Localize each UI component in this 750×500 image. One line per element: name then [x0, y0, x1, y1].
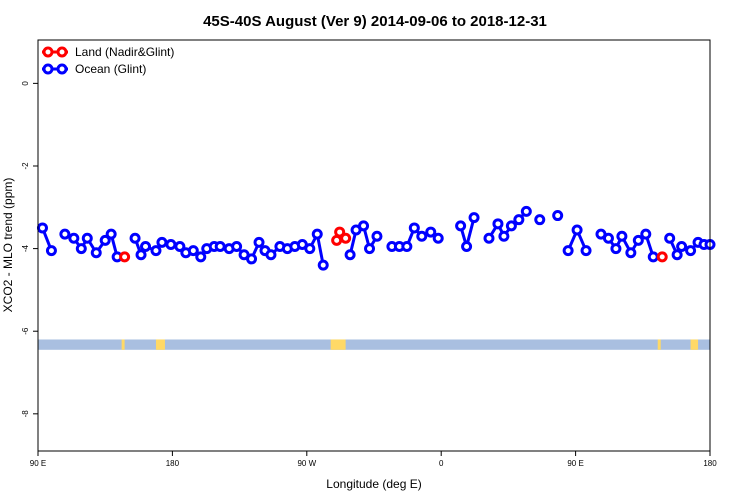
- ocean-data-point: [580, 245, 592, 257]
- x-tick-label: 90 E: [30, 459, 46, 468]
- ocean-data-point: [685, 245, 697, 257]
- ocean-data-point: [195, 251, 207, 263]
- y-tick-label: -6: [21, 327, 30, 335]
- ocean-data-point: [468, 212, 480, 224]
- land-surface-band-segment: [657, 339, 661, 350]
- ocean-data-point: [647, 251, 659, 263]
- ocean-data-point: [610, 243, 622, 255]
- ocean-data-point: [90, 247, 102, 259]
- legend-ocean-marker: [56, 63, 68, 75]
- ocean-data-point: [231, 241, 243, 253]
- ocean-data-point: [432, 232, 444, 244]
- x-tick-label: 180: [703, 459, 717, 468]
- y-tick-label: -4: [21, 244, 30, 252]
- land-data-point: [340, 232, 352, 244]
- ocean-data-point: [408, 222, 420, 234]
- ocean-data-point: [632, 234, 644, 246]
- land-surface-band-segment: [690, 339, 699, 350]
- x-axis-label: Longitude (deg E): [326, 477, 421, 491]
- ocean-data-point: [492, 218, 504, 230]
- ocean-data-point: [165, 238, 177, 250]
- legend-ocean-label: Ocean (Glint): [75, 62, 146, 76]
- ocean-data-point: [99, 234, 111, 246]
- ocean-data-point: [513, 214, 525, 226]
- y-tick-label: -2: [21, 162, 30, 170]
- ocean-data-point: [253, 236, 265, 248]
- ocean-data-point: [640, 228, 652, 240]
- land-surface-band-segment: [121, 339, 125, 350]
- y-tick-label: -8: [21, 410, 30, 418]
- ocean-data-point: [36, 222, 48, 234]
- ocean-data-point: [505, 220, 517, 232]
- ocean-data-point: [311, 228, 323, 240]
- ocean-data-point: [150, 245, 162, 257]
- ocean-data-point: [187, 245, 199, 257]
- ocean-data-point: [425, 226, 437, 238]
- ocean-data-point: [552, 210, 564, 222]
- ocean-data-point: [344, 249, 356, 261]
- ocean-data-point: [81, 232, 93, 244]
- land-data-point: [656, 251, 668, 263]
- x-tick-label: 180: [166, 459, 180, 468]
- ocean-data-point: [75, 243, 87, 255]
- plot-frame: [37, 39, 711, 452]
- legend-land-marker: [42, 46, 54, 58]
- ocean-data-point: [174, 241, 186, 253]
- ocean-data-point: [455, 220, 467, 232]
- chart-title: 45S-40S August (Ver 9) 2014-09-06 to 201…: [203, 13, 547, 30]
- x-tick-label: 0: [439, 459, 444, 468]
- ocean-data-point: [59, 228, 71, 240]
- ocean-data-point: [401, 241, 413, 253]
- ocean-data-point: [461, 241, 473, 253]
- ocean-data-point: [625, 247, 637, 259]
- ocean-data-point: [416, 230, 428, 242]
- x-tick-label: 90 W: [297, 459, 316, 468]
- ocean-data-point: [364, 243, 376, 255]
- ocean-data-point: [317, 259, 329, 271]
- ocean-data-point: [140, 241, 152, 253]
- y-axis-label: XCO2 - MLO trend (ppm): [1, 178, 15, 313]
- ocean-data-point: [68, 232, 80, 244]
- ocean-data-point: [358, 220, 370, 232]
- ocean-data-point: [45, 245, 57, 257]
- land-surface-band-segment: [330, 339, 346, 350]
- ocean-data-point: [246, 253, 258, 265]
- ocean-data-point: [304, 243, 316, 255]
- ocean-data-point: [534, 214, 546, 226]
- ocean-data-point: [371, 230, 383, 242]
- legend: Land (Nadir&Glint) Ocean (Glint): [42, 45, 174, 76]
- ocean-data-point: [214, 241, 226, 253]
- y-tick-label: 0: [21, 81, 30, 86]
- ocean-data-point: [483, 232, 495, 244]
- ocean-data-point: [520, 205, 532, 217]
- ocean-data-point: [498, 230, 510, 242]
- ocean-data-point: [156, 236, 168, 248]
- legend-ocean-marker: [42, 63, 54, 75]
- y-axis: 0 -2 -4 -6 -8: [21, 81, 38, 418]
- x-axis: 90 E 180 90 W 0 90 E 180: [30, 451, 717, 468]
- legend-land-marker: [56, 46, 68, 58]
- ocean-data-point: [105, 228, 117, 240]
- ocean-data-point: [602, 232, 614, 244]
- land-data-point: [119, 251, 131, 263]
- ocean-data-point: [562, 245, 574, 257]
- ocean-data-point: [135, 249, 147, 261]
- land-surface-band-segment: [155, 339, 165, 350]
- plot-area: [36, 205, 716, 350]
- ocean-data-point: [616, 230, 628, 242]
- ocean-data-point: [129, 232, 141, 244]
- ocean-data-point: [265, 249, 277, 261]
- ocean-data-point: [676, 241, 688, 253]
- ocean-data-point: [664, 232, 676, 244]
- ocean-surface-band: [38, 339, 710, 350]
- x-tick-label: 90 E: [567, 459, 583, 468]
- land-data-point: [334, 226, 346, 238]
- ocean-data-point: [571, 224, 583, 236]
- legend-land-label: Land (Nadir&Glint): [75, 45, 174, 59]
- ocean-data-point: [671, 249, 683, 261]
